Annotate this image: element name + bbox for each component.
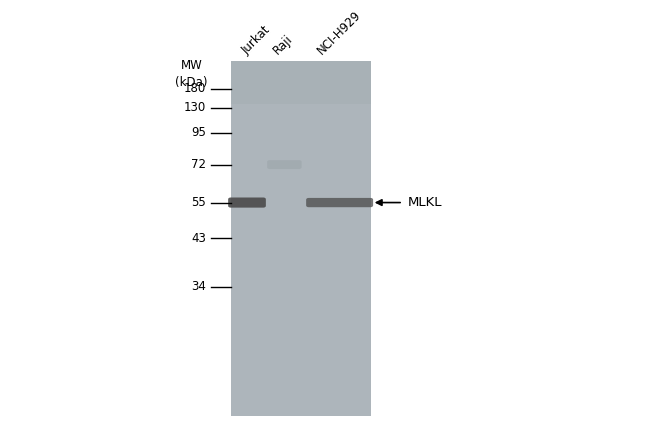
FancyBboxPatch shape: [267, 160, 302, 169]
Text: MW: MW: [181, 59, 203, 72]
Text: 72: 72: [191, 158, 206, 171]
Text: Raji: Raji: [270, 32, 295, 57]
Text: 180: 180: [184, 82, 206, 95]
Bar: [231, 61, 370, 104]
FancyBboxPatch shape: [306, 198, 373, 207]
Text: 55: 55: [191, 196, 206, 209]
Text: 95: 95: [191, 127, 206, 139]
FancyBboxPatch shape: [228, 197, 266, 208]
Text: (kDa): (kDa): [176, 76, 208, 89]
Bar: [231, 61, 370, 416]
Text: Jurkat: Jurkat: [240, 23, 274, 57]
Text: 43: 43: [191, 232, 206, 245]
Text: 34: 34: [191, 281, 206, 293]
Text: 130: 130: [184, 101, 206, 114]
Text: MLKL: MLKL: [408, 196, 443, 209]
Text: NCI-H929: NCI-H929: [315, 8, 363, 57]
